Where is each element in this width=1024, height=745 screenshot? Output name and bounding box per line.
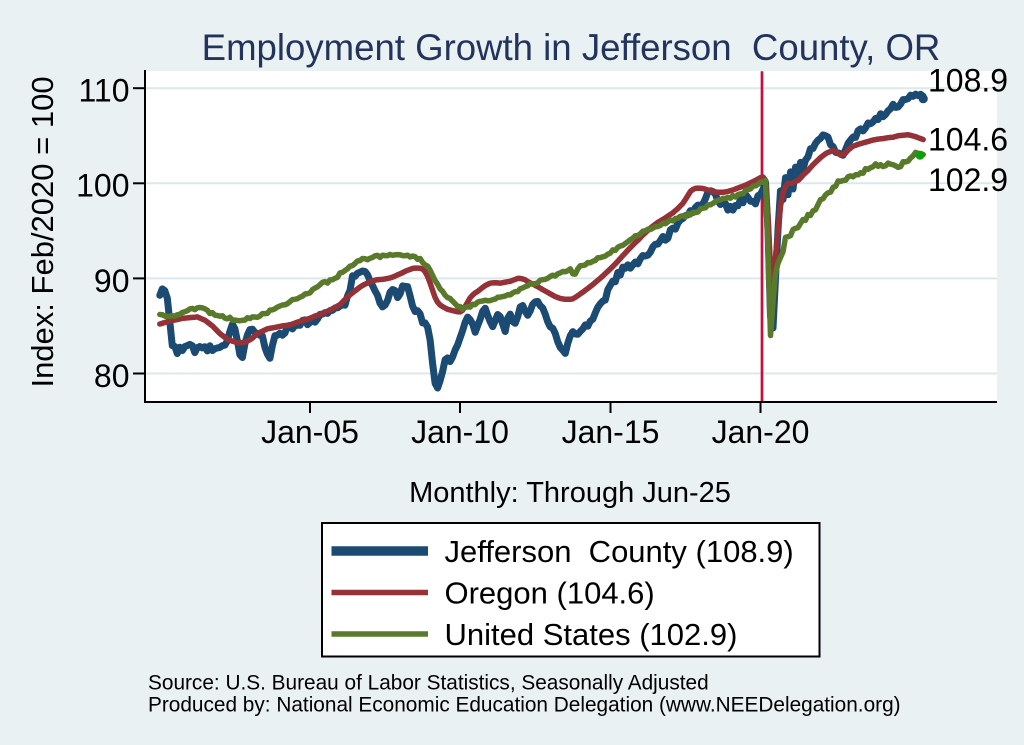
svg-text:110: 110 [78,73,129,109]
svg-text:Jan-15: Jan-15 [562,414,660,450]
svg-text:Jan-05: Jan-05 [261,414,359,450]
svg-text:102.9: 102.9 [928,162,1008,198]
svg-text:100: 100 [76,168,129,204]
svg-text:Jan-10: Jan-10 [411,414,509,450]
svg-text:Produced by: National Economic: Produced by: National Economic Education… [148,694,901,717]
svg-text:Oregon (104.6): Oregon (104.6) [445,576,655,611]
svg-text:Jefferson County (108.9): Jefferson County (108.9) [445,534,794,569]
svg-text:90: 90 [94,263,130,299]
svg-text:Employment Growth in Jefferson: Employment Growth in Jefferson County, O… [202,27,941,68]
svg-text:104.6: 104.6 [928,122,1008,158]
svg-text:80: 80 [94,358,130,394]
svg-text:United States (102.9): United States (102.9) [445,617,738,652]
svg-text:108.9: 108.9 [928,63,1008,99]
svg-text:Source: U.S. Bureau of Labor S: Source: U.S. Bureau of Labor Statistics,… [148,672,709,695]
svg-text:Index: Feb/2020 = 100: Index: Feb/2020 = 100 [25,76,60,387]
svg-text:Jan-20: Jan-20 [712,414,810,450]
svg-text:Monthly: Through Jun-25: Monthly: Through Jun-25 [409,477,731,509]
